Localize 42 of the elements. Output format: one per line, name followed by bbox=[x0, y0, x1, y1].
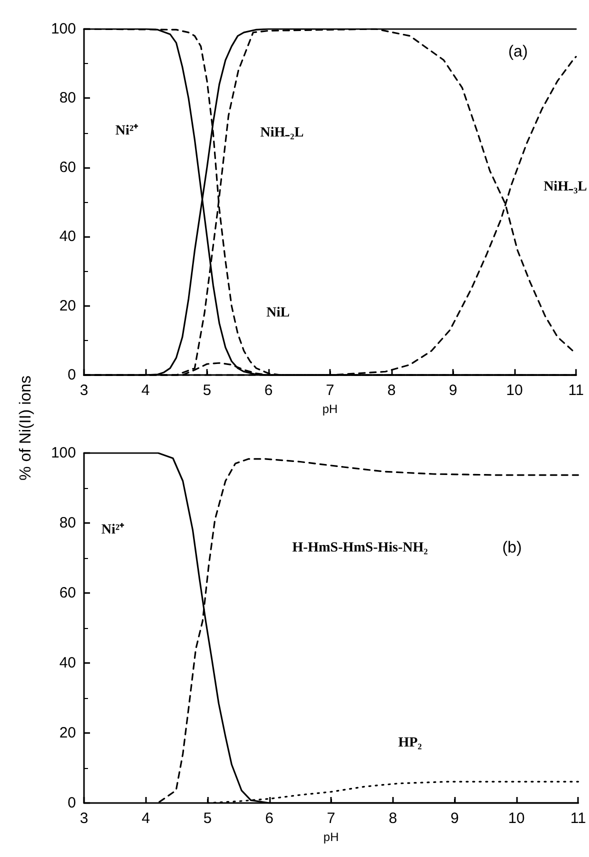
annotation: HP₂ bbox=[398, 736, 422, 750]
x-tick-label: 8 bbox=[387, 382, 396, 400]
y-tick-label: 60 bbox=[59, 584, 76, 602]
y-tick-label: 0 bbox=[68, 794, 76, 812]
x-tick-label: 10 bbox=[508, 810, 525, 827]
y-tick-label: 80 bbox=[59, 90, 76, 107]
x-tick-label: 7 bbox=[326, 382, 334, 400]
y-tick-label: 20 bbox=[59, 724, 76, 742]
x-tick-label: 9 bbox=[448, 382, 458, 400]
x-axis-title: pH bbox=[322, 402, 338, 416]
annotation: Ni²⁺ bbox=[115, 124, 139, 138]
y-axis-title: % of Ni(II) ions bbox=[16, 376, 35, 480]
y-tick-label: 40 bbox=[59, 228, 76, 246]
x-tick-label: 11 bbox=[568, 382, 584, 400]
y-tick-label: 60 bbox=[59, 158, 76, 176]
annotation: NiH₋₃L bbox=[544, 180, 587, 194]
x-tick-label: 6 bbox=[265, 810, 274, 827]
x-tick-label: 10 bbox=[506, 382, 523, 400]
y-tick-label: 100 bbox=[50, 444, 76, 462]
y-tick-label: 100 bbox=[50, 20, 76, 38]
x-axis-title: pH bbox=[323, 830, 339, 844]
annotation: (a) bbox=[508, 44, 528, 60]
x-tick-label: 5 bbox=[203, 810, 212, 827]
x-tick-label: 5 bbox=[202, 382, 212, 400]
x-tick-label: 7 bbox=[326, 810, 336, 827]
y-tick-label: 0 bbox=[68, 366, 76, 384]
x-tick-label: 3 bbox=[80, 382, 88, 400]
y-tick-label: 20 bbox=[59, 297, 76, 314]
x-tick-label: 9 bbox=[450, 810, 459, 827]
x-tick-label: 3 bbox=[80, 810, 88, 827]
y-tick-label: 80 bbox=[59, 514, 76, 532]
annotation: (b) bbox=[502, 540, 522, 556]
x-tick-label: 11 bbox=[570, 810, 586, 827]
x-tick-label: 4 bbox=[141, 382, 150, 400]
x-tick-label: 4 bbox=[142, 810, 150, 827]
x-tick-label: 8 bbox=[388, 810, 398, 827]
annotation: Ni²⁺ bbox=[101, 522, 125, 538]
annotation: H-HmS-HmS-His-NH₂ bbox=[292, 540, 428, 556]
y-tick-label: 40 bbox=[59, 654, 76, 672]
x-tick-label: 6 bbox=[264, 382, 273, 400]
annotation: NiH₋₂L bbox=[260, 126, 304, 140]
annotation: NiL bbox=[266, 306, 290, 320]
